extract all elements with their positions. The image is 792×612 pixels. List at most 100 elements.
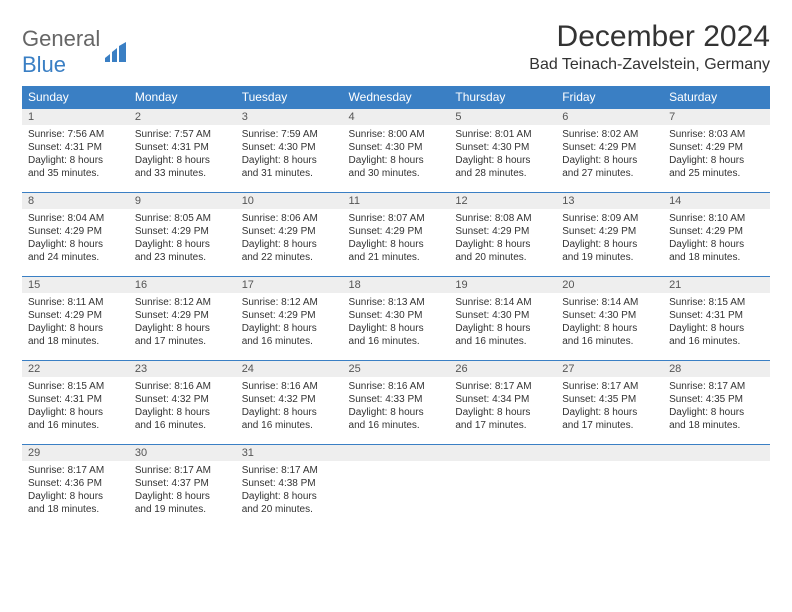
day-cell: 7Sunrise: 8:03 AMSunset: 4:29 PMDaylight… bbox=[663, 109, 770, 193]
day-cell: 1Sunrise: 7:56 AMSunset: 4:31 PMDaylight… bbox=[22, 109, 129, 193]
day-line: Sunrise: 8:17 AM bbox=[562, 380, 657, 393]
day-cell: 19Sunrise: 8:14 AMSunset: 4:30 PMDayligh… bbox=[449, 277, 556, 361]
day-line: Daylight: 8 hours bbox=[242, 322, 337, 335]
day-line: Sunset: 4:29 PM bbox=[135, 225, 230, 238]
day-details: Sunrise: 8:17 AMSunset: 4:37 PMDaylight:… bbox=[129, 461, 236, 520]
day-details: Sunrise: 8:17 AMSunset: 4:34 PMDaylight:… bbox=[449, 377, 556, 436]
day-line: Sunset: 4:30 PM bbox=[349, 309, 444, 322]
day-cell: 22Sunrise: 8:15 AMSunset: 4:31 PMDayligh… bbox=[22, 361, 129, 445]
day-line: and 16 minutes. bbox=[242, 335, 337, 348]
day-number: 5 bbox=[449, 109, 556, 125]
day-line: Sunset: 4:32 PM bbox=[135, 393, 230, 406]
day-line: Sunrise: 8:17 AM bbox=[242, 464, 337, 477]
day-line: Daylight: 8 hours bbox=[135, 154, 230, 167]
day-line: Sunset: 4:32 PM bbox=[242, 393, 337, 406]
day-cell: 6Sunrise: 8:02 AMSunset: 4:29 PMDaylight… bbox=[556, 109, 663, 193]
week-row: 29Sunrise: 8:17 AMSunset: 4:36 PMDayligh… bbox=[22, 445, 770, 529]
day-line: Sunrise: 7:57 AM bbox=[135, 128, 230, 141]
day-line: Daylight: 8 hours bbox=[242, 490, 337, 503]
day-line: and 16 minutes. bbox=[28, 419, 123, 432]
day-number: 4 bbox=[343, 109, 450, 125]
day-number: 27 bbox=[556, 361, 663, 377]
day-cell: 5Sunrise: 8:01 AMSunset: 4:30 PMDaylight… bbox=[449, 109, 556, 193]
day-number bbox=[343, 445, 450, 461]
day-line: and 20 minutes. bbox=[242, 503, 337, 516]
day-cell: 28Sunrise: 8:17 AMSunset: 4:35 PMDayligh… bbox=[663, 361, 770, 445]
day-line: and 27 minutes. bbox=[562, 167, 657, 180]
day-number: 7 bbox=[663, 109, 770, 125]
day-number: 6 bbox=[556, 109, 663, 125]
day-line: Sunset: 4:31 PM bbox=[135, 141, 230, 154]
logo-text-blue: Blue bbox=[22, 52, 66, 77]
day-line: Sunset: 4:31 PM bbox=[28, 141, 123, 154]
day-line: Sunset: 4:29 PM bbox=[562, 141, 657, 154]
calendar-table: SundayMondayTuesdayWednesdayThursdayFrid… bbox=[22, 86, 770, 529]
day-line: Sunrise: 8:14 AM bbox=[455, 296, 550, 309]
day-line: Daylight: 8 hours bbox=[349, 406, 444, 419]
day-line: and 35 minutes. bbox=[28, 167, 123, 180]
day-line: Sunrise: 8:15 AM bbox=[669, 296, 764, 309]
day-line: Daylight: 8 hours bbox=[455, 406, 550, 419]
day-cell: 30Sunrise: 8:17 AMSunset: 4:37 PMDayligh… bbox=[129, 445, 236, 529]
day-line: Sunset: 4:35 PM bbox=[562, 393, 657, 406]
day-details: Sunrise: 8:16 AMSunset: 4:32 PMDaylight:… bbox=[236, 377, 343, 436]
logo: General Blue bbox=[22, 20, 129, 78]
day-line: Sunset: 4:31 PM bbox=[669, 309, 764, 322]
day-number bbox=[663, 445, 770, 461]
day-line: and 28 minutes. bbox=[455, 167, 550, 180]
day-cell: 23Sunrise: 8:16 AMSunset: 4:32 PMDayligh… bbox=[129, 361, 236, 445]
day-cell: 26Sunrise: 8:17 AMSunset: 4:34 PMDayligh… bbox=[449, 361, 556, 445]
day-line: and 17 minutes. bbox=[455, 419, 550, 432]
day-cell: 20Sunrise: 8:14 AMSunset: 4:30 PMDayligh… bbox=[556, 277, 663, 361]
week-row: 8Sunrise: 8:04 AMSunset: 4:29 PMDaylight… bbox=[22, 193, 770, 277]
day-details: Sunrise: 8:17 AMSunset: 4:35 PMDaylight:… bbox=[663, 377, 770, 436]
day-details: Sunrise: 8:01 AMSunset: 4:30 PMDaylight:… bbox=[449, 125, 556, 184]
day-header: Tuesday bbox=[236, 86, 343, 109]
day-line: and 18 minutes. bbox=[669, 419, 764, 432]
day-details: Sunrise: 8:02 AMSunset: 4:29 PMDaylight:… bbox=[556, 125, 663, 184]
day-line: Sunset: 4:33 PM bbox=[349, 393, 444, 406]
day-cell: 12Sunrise: 8:08 AMSunset: 4:29 PMDayligh… bbox=[449, 193, 556, 277]
day-line: Sunrise: 8:17 AM bbox=[669, 380, 764, 393]
day-line: Daylight: 8 hours bbox=[28, 490, 123, 503]
day-line: Sunrise: 8:02 AM bbox=[562, 128, 657, 141]
day-number: 15 bbox=[22, 277, 129, 293]
day-cell bbox=[343, 445, 450, 529]
day-line: Sunrise: 8:12 AM bbox=[135, 296, 230, 309]
day-details: Sunrise: 8:06 AMSunset: 4:29 PMDaylight:… bbox=[236, 209, 343, 268]
day-number: 16 bbox=[129, 277, 236, 293]
day-details: Sunrise: 8:17 AMSunset: 4:36 PMDaylight:… bbox=[22, 461, 129, 520]
day-cell: 29Sunrise: 8:17 AMSunset: 4:36 PMDayligh… bbox=[22, 445, 129, 529]
day-line: Sunrise: 8:00 AM bbox=[349, 128, 444, 141]
day-line: Sunset: 4:34 PM bbox=[455, 393, 550, 406]
day-number: 18 bbox=[343, 277, 450, 293]
day-number: 17 bbox=[236, 277, 343, 293]
day-line: Sunset: 4:29 PM bbox=[242, 225, 337, 238]
day-line: and 19 minutes. bbox=[135, 503, 230, 516]
day-line: and 16 minutes. bbox=[562, 335, 657, 348]
day-number: 1 bbox=[22, 109, 129, 125]
day-cell: 15Sunrise: 8:11 AMSunset: 4:29 PMDayligh… bbox=[22, 277, 129, 361]
day-cell bbox=[449, 445, 556, 529]
day-details: Sunrise: 8:14 AMSunset: 4:30 PMDaylight:… bbox=[449, 293, 556, 352]
day-cell: 2Sunrise: 7:57 AMSunset: 4:31 PMDaylight… bbox=[129, 109, 236, 193]
day-cell: 21Sunrise: 8:15 AMSunset: 4:31 PMDayligh… bbox=[663, 277, 770, 361]
day-line: Sunset: 4:29 PM bbox=[28, 225, 123, 238]
day-line: Sunrise: 7:59 AM bbox=[242, 128, 337, 141]
logo-bars-icon bbox=[103, 40, 129, 64]
day-line: and 16 minutes. bbox=[349, 335, 444, 348]
day-cell bbox=[663, 445, 770, 529]
day-line: Sunset: 4:30 PM bbox=[455, 309, 550, 322]
day-cell: 8Sunrise: 8:04 AMSunset: 4:29 PMDaylight… bbox=[22, 193, 129, 277]
day-line: and 17 minutes. bbox=[562, 419, 657, 432]
day-line: Sunset: 4:36 PM bbox=[28, 477, 123, 490]
day-line: and 17 minutes. bbox=[135, 335, 230, 348]
day-number: 25 bbox=[343, 361, 450, 377]
day-header: Thursday bbox=[449, 86, 556, 109]
day-number: 19 bbox=[449, 277, 556, 293]
day-number: 29 bbox=[22, 445, 129, 461]
day-line: Sunrise: 8:17 AM bbox=[455, 380, 550, 393]
day-line: Sunset: 4:29 PM bbox=[562, 225, 657, 238]
day-header: Wednesday bbox=[343, 86, 450, 109]
location-subtitle: Bad Teinach-Zavelstein, Germany bbox=[529, 56, 770, 74]
